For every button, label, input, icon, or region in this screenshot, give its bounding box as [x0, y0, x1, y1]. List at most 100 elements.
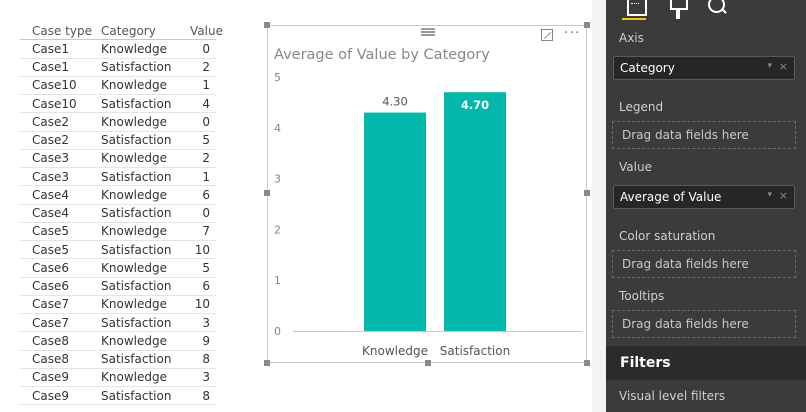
cell-category: Satisfaction [101, 279, 172, 294]
tooltips-label: Tooltips [619, 289, 665, 303]
value-field-name: Average of Value [620, 190, 722, 204]
value-dropdown-icon[interactable]: ▾ [767, 190, 772, 200]
visualizations-panel: Axis Category ▾ × Legend Drag data field… [606, 0, 806, 412]
y-tick-label: 2 [274, 223, 281, 236]
x-tick-label: Knowledge [362, 344, 428, 358]
axis-label: Axis [619, 31, 644, 45]
cell-category: Knowledge [101, 333, 167, 348]
cell-category: Knowledge [101, 224, 167, 239]
y-tick-label: 3 [274, 173, 281, 186]
cell-value: 1 [202, 78, 210, 93]
bar[interactable] [364, 112, 426, 331]
cell-category: Knowledge [101, 114, 167, 129]
legend-drop-well[interactable]: Drag data fields here [612, 121, 796, 149]
drag-grip-icon[interactable] [421, 28, 435, 36]
resize-handle-left[interactable] [264, 190, 270, 196]
cell-case-type: Case9 [32, 370, 70, 385]
table-row: Case2 Satisfaction 5 [20, 132, 216, 150]
panel-divider [592, 0, 606, 412]
tooltips-drop-well[interactable]: Drag data fields here [612, 310, 796, 338]
cell-case-type: Case4 [32, 206, 70, 221]
format-paint-roller-icon[interactable] [666, 0, 690, 20]
table-header-row: Case type Category Value [20, 22, 223, 41]
value-label: Value [619, 160, 652, 174]
more-options-icon[interactable]: ··· [564, 25, 581, 41]
axis-field-well[interactable]: Category ▾ × [613, 56, 795, 80]
resize-handle-top-left[interactable] [264, 22, 270, 28]
column-header-value: Value [190, 23, 223, 38]
cell-value: 3 [202, 315, 210, 330]
filters-header[interactable]: Filters [606, 346, 806, 380]
value-remove-icon[interactable]: × [778, 189, 788, 202]
table-row: Case6 Knowledge 5 [20, 259, 216, 278]
cell-case-type: Case7 [32, 315, 70, 330]
cell-case-type: Case10 [32, 78, 77, 93]
table-row: Case6 Satisfaction 6 [20, 278, 216, 296]
cell-value: 7 [202, 224, 210, 239]
y-tick-label: 1 [274, 274, 281, 287]
color-saturation-drop-well[interactable]: Drag data fields here [612, 250, 796, 278]
table-row: Case10 Satisfaction 4 [20, 95, 216, 114]
chart-plot: 0 1 2 3 4 5 4.30 Knowledge 4.70 Satisfaction [274, 71, 582, 358]
cell-value: 6 [202, 279, 210, 294]
axis-field-name: Category [620, 61, 675, 75]
data-label: 4.30 [382, 95, 408, 109]
table-row: Case3 Satisfaction 1 [20, 168, 216, 187]
visual-level-filters-label: Visual level filters [619, 389, 726, 403]
cell-category: Knowledge [101, 78, 167, 93]
table-row: Case8 Satisfaction 8 [20, 351, 216, 369]
cell-category: Knowledge [101, 41, 167, 56]
fields-tab-icon[interactable] [622, 0, 647, 20]
cell-case-type: Case5 [32, 224, 70, 239]
cell-case-type: Case2 [32, 114, 70, 129]
cell-category: Knowledge [101, 297, 167, 312]
resize-handle-top-right[interactable] [584, 22, 590, 28]
table-row: Case7 Satisfaction 3 [20, 314, 216, 333]
cell-value: 0 [202, 114, 210, 129]
cell-value: 0 [202, 41, 210, 56]
column-header-category: Category [101, 23, 156, 38]
cell-category: Knowledge [101, 187, 167, 202]
cell-category: Satisfaction [101, 133, 172, 148]
analytics-magnifier-icon[interactable] [706, 0, 730, 20]
cell-category: Satisfaction [101, 169, 172, 184]
cell-value: 1 [202, 169, 210, 184]
cell-value: 5 [202, 260, 210, 275]
cell-value: 8 [202, 352, 210, 367]
table-row: Case5 Satisfaction 10 [20, 241, 216, 260]
resize-handle-right[interactable] [584, 190, 590, 196]
cell-category: Satisfaction [101, 315, 172, 330]
cell-case-type: Case8 [32, 352, 70, 367]
resize-handle-bottom[interactable] [425, 360, 431, 366]
legend-label: Legend [619, 100, 664, 114]
x-tick-label: Satisfaction [440, 344, 510, 358]
cell-category: Knowledge [101, 370, 167, 385]
focus-mode-icon[interactable] [541, 29, 553, 41]
cell-case-type: Case1 [32, 60, 70, 75]
cell-value: 10 [194, 242, 210, 257]
cell-category: Knowledge [101, 151, 167, 166]
cell-case-type: Case3 [32, 169, 70, 184]
data-label: 4.70 [461, 98, 489, 112]
cell-case-type: Case4 [32, 187, 70, 202]
value-field-well[interactable]: Average of Value ▾ × [613, 185, 795, 209]
color-saturation-label: Color saturation [619, 229, 716, 243]
cell-category: Satisfaction [101, 206, 172, 221]
cell-case-type: Case6 [32, 260, 70, 275]
column-header-case-type: Case type [32, 23, 92, 38]
cell-category: Knowledge [101, 260, 167, 275]
bar-chart-visual[interactable]: ··· Average of Value by Category 0 1 2 3 4 5 4… [264, 22, 590, 366]
bar[interactable] [444, 92, 506, 332]
table-row: Case3 Knowledge 2 [20, 150, 216, 168]
filters-title: Filters [620, 355, 671, 371]
table-row: Case9 Knowledge 3 [20, 369, 216, 387]
resize-handle-bottom-left[interactable] [264, 360, 270, 366]
axis-dropdown-icon[interactable]: ▾ [767, 61, 772, 71]
resize-handle-bottom-right[interactable] [584, 360, 590, 366]
y-tick-label: 5 [274, 71, 281, 84]
cell-category: Satisfaction [101, 352, 172, 367]
cell-category: Satisfaction [101, 96, 172, 111]
cell-case-type: Case10 [32, 96, 77, 111]
cell-case-type: Case8 [32, 333, 70, 348]
axis-remove-icon[interactable]: × [778, 60, 788, 73]
